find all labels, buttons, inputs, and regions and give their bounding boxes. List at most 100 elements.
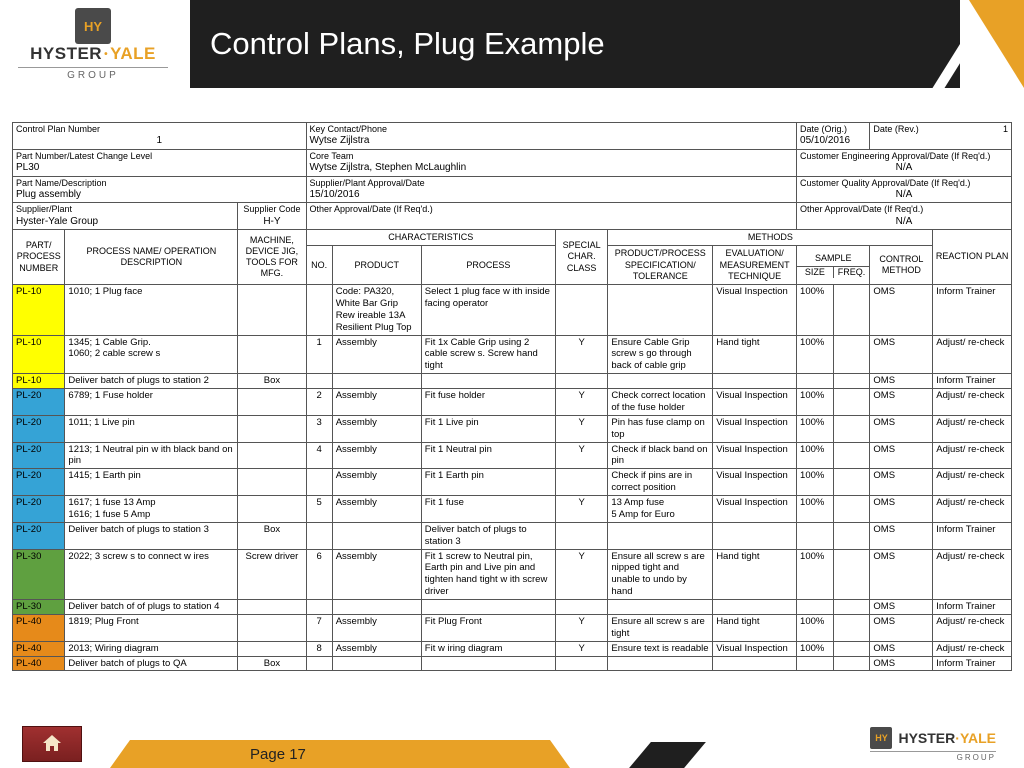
cell-sz: 100% [797,641,834,656]
cell-rx: Adjust/ re-check [933,469,1012,496]
cell-mach [238,442,306,469]
cell-mach: Box [238,656,306,671]
cell-prod: Assembly [332,614,421,641]
cell-ev: Hand tight [713,614,797,641]
cell-cm: OMS [870,641,933,656]
cell-prod: Assembly [332,496,421,523]
cell-mach [238,389,306,416]
cell-no: 7 [306,614,332,641]
value: Wytse Zijlstra, Stephen McLaughlin [310,162,794,175]
cell-proc: Deliver batch of plugs to station 2 [65,374,238,389]
cell-ev: Visual Inspection [713,496,797,523]
cell-cm: OMS [870,335,933,374]
cell-sc [555,600,607,615]
cell-proc: 6789; 1 Fuse holder [65,389,238,416]
cell-process [421,656,555,671]
cell-prod: Assembly [332,415,421,442]
cell-sz: 100% [797,415,834,442]
cell-ev: Visual Inspection [713,641,797,656]
hdr-part: PART/ PROCESS NUMBER [13,230,65,285]
cell-ev [713,374,797,389]
brand-icon: HY [75,8,111,44]
cell-rx: Inform Trainer [933,600,1012,615]
cell-proc: 1213; 1 Neutral pin w ith black band on … [65,442,238,469]
cell-sc: Y [555,415,607,442]
brand-sub: GROUP [870,751,996,762]
cell-cm: OMS [870,389,933,416]
label: Supplier Code [241,204,302,215]
value: Hyster-Yale Group [16,216,234,229]
cell-ev: Visual Inspection [713,415,797,442]
cell-rx: Adjust/ re-check [933,389,1012,416]
control-plan-table-wrap: Control Plan Number1 Key Contact/PhoneWy… [12,122,1012,671]
cell-p: PL-10 [13,374,65,389]
cell-sc: Y [555,641,607,656]
cell-spec: Pin has fuse clamp on top [608,415,713,442]
cell-no: 5 [306,496,332,523]
cell-fq [833,389,870,416]
cell-prod: Assembly [332,335,421,374]
cell-fq [833,285,870,336]
cell-sz: 100% [797,442,834,469]
cell-no: 8 [306,641,332,656]
label: Core Team [310,151,794,162]
cell-sz [797,374,834,389]
brand-name1: HYSTER [30,44,102,63]
cell-proc: 1617; 1 fuse 13 Amp 1616; 1 fuse 5 Amp [65,496,238,523]
hdr-ctrl: CONTROL METHOD [870,246,933,285]
cell-sz: 100% [797,469,834,496]
cell-process [421,600,555,615]
value: H-Y [241,216,302,229]
control-plan-table: Control Plan Number1 Key Contact/PhoneWy… [12,122,1012,671]
hdr-sample: SAMPLE SIZEFREQ. [797,246,870,285]
cell-proc: 1415; 1 Earth pin [65,469,238,496]
cell-fq [833,522,870,549]
cell-cm: OMS [870,374,933,389]
cell-fq [833,614,870,641]
cell-mach [238,285,306,336]
footer-accent [629,742,706,768]
cell-proc: 1345; 1 Cable Grip. 1060; 2 cable screw … [65,335,238,374]
cell-sz: 100% [797,549,834,600]
cell-no: 2 [306,389,332,416]
cell-fq [833,442,870,469]
cell-rx: Adjust/ re-check [933,335,1012,374]
cell-p: PL-10 [13,285,65,336]
cell-mach [238,641,306,656]
cell-spec [608,522,713,549]
label: Supplier/Plant [16,204,234,215]
value: Wytse Zijlstra [310,135,794,148]
cell-proc: 2013; Wiring diagram [65,641,238,656]
label: Other Approval/Date (If Req'd.) [310,204,794,215]
cell-rx: Adjust/ re-check [933,496,1012,523]
hdr-proc: PROCESS NAME/ OPERATION DESCRIPTION [65,230,238,285]
table-row: PL-101010; 1 Plug faceCode: PA320, White… [13,285,1012,336]
brand-name2: YALE [110,44,156,63]
cell-process: Fit w iring diagram [421,641,555,656]
hdr-mach: MACHINE, DEVICE JIG, TOOLS FOR MFG. [238,230,306,285]
cell-p: PL-40 [13,641,65,656]
cell-spec: Ensure Cable Grip screw s go through bac… [608,335,713,374]
cell-rx: Inform Trainer [933,656,1012,671]
brand-name1: HYSTER [898,730,955,746]
hdr-no: NO. [306,246,332,285]
cell-sz [797,600,834,615]
cell-prod: Assembly [332,641,421,656]
home-button[interactable] [22,726,82,762]
cell-rx: Inform Trainer [933,374,1012,389]
cell-cm: OMS [870,496,933,523]
value: 05/10/2016 [800,135,866,148]
cell-sc [555,522,607,549]
cell-spec: Ensure all screw s are tight [608,614,713,641]
value: 1 [16,135,303,148]
cell-sc [555,656,607,671]
cell-p: PL-20 [13,469,65,496]
meta-row-4: Supplier/PlantHyster-Yale Group Supplier… [13,203,1012,230]
hdr-samp: SAMPLE [797,252,869,266]
hdr-react: REACTION PLAN [933,230,1012,285]
hdr-freq: FREQ. [834,267,870,278]
cell-mach [238,496,306,523]
cell-prod: Assembly [332,549,421,600]
cell-sz [797,656,834,671]
cell-cm: OMS [870,600,933,615]
